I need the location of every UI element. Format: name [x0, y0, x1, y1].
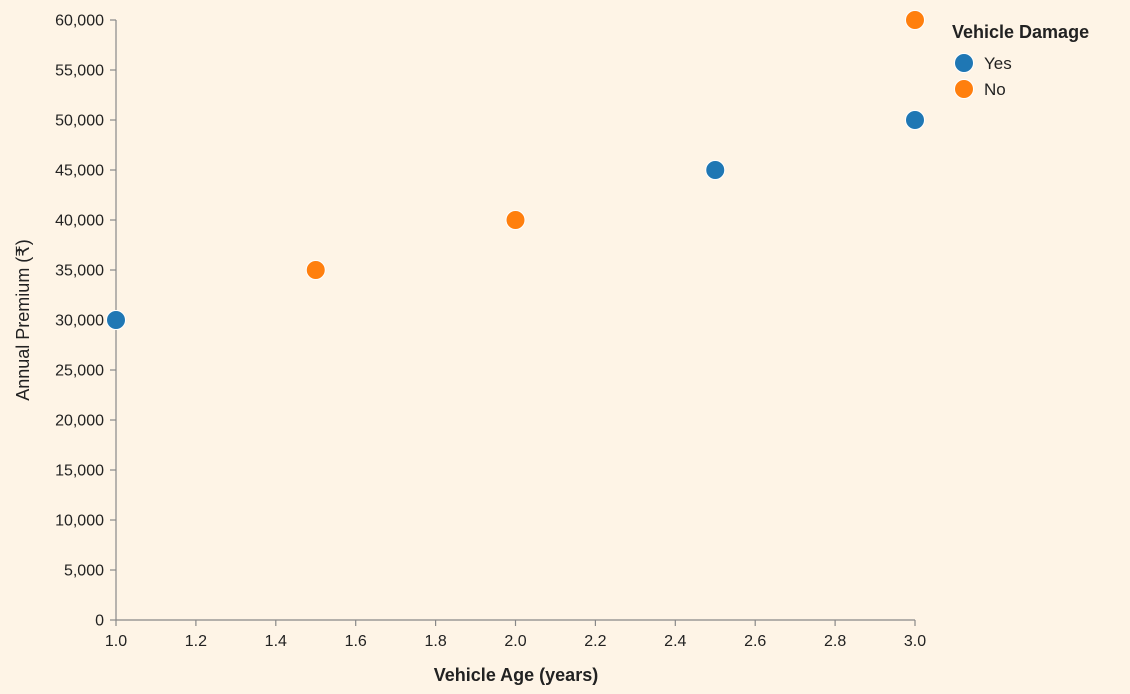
x-tick-label: 1.6: [345, 633, 367, 650]
scatter-point-yes: [905, 110, 925, 130]
x-tick-label: 2.4: [664, 633, 686, 650]
data-points: [106, 10, 925, 330]
y-tick-label: 15,000: [55, 463, 104, 480]
y-tick-label: 45,000: [55, 163, 104, 180]
y-tick-label: 60,000: [55, 13, 104, 30]
y-axis-title: Annual Premium (₹): [13, 239, 33, 401]
scatter-point-no: [305, 260, 326, 280]
y-axis: 0 5,000 10,000 15,000 20,000 25,000 30,000 35,0…: [55, 13, 117, 630]
x-axis-title: Vehicle Age (years): [434, 665, 598, 685]
y-tick-label: 40,000: [55, 213, 104, 230]
x-tick-label: 1.4: [265, 633, 287, 650]
scatter-point-yes: [705, 160, 726, 180]
y-tick-label: 25,000: [55, 363, 104, 380]
x-tick-label: 2.0: [504, 633, 526, 650]
x-tick-label: 2.2: [584, 633, 606, 650]
legend-swatch: [954, 53, 974, 73]
scatter-point-no: [905, 10, 925, 30]
y-tick-label: 10,000: [55, 513, 104, 530]
scatter-point-yes: [106, 310, 126, 330]
x-tick-label: 1.2: [185, 633, 207, 650]
x-tick-label: 1.8: [424, 633, 446, 650]
y-tick-label: 0: [95, 613, 104, 630]
scatter-point-no: [505, 210, 526, 230]
y-tick-label: 50,000: [55, 113, 104, 130]
x-tick-label: 1.0: [105, 633, 127, 650]
legend: Vehicle Damage Yes No: [952, 22, 1089, 99]
x-tick-label: 2.8: [824, 633, 846, 650]
legend-label: Yes: [984, 54, 1012, 73]
y-tick-label: 55,000: [55, 63, 104, 80]
y-tick-label: 35,000: [55, 263, 104, 280]
legend-swatch: [954, 79, 974, 99]
y-tick-label: 5,000: [64, 563, 104, 580]
legend-label: No: [984, 80, 1006, 99]
x-tick-label: 3.0: [904, 633, 926, 650]
y-tick-label: 20,000: [55, 413, 104, 430]
x-tick-label: 2.6: [744, 633, 766, 650]
y-tick-label: 30,000: [55, 313, 104, 330]
legend-title: Vehicle Damage: [952, 22, 1089, 42]
x-axis: 1.0 1.2 1.4 1.6 1.8 2.0 2.2 2.4 2.6 2.8 3.0: [105, 619, 926, 650]
legend-items: Yes No: [954, 53, 1012, 99]
